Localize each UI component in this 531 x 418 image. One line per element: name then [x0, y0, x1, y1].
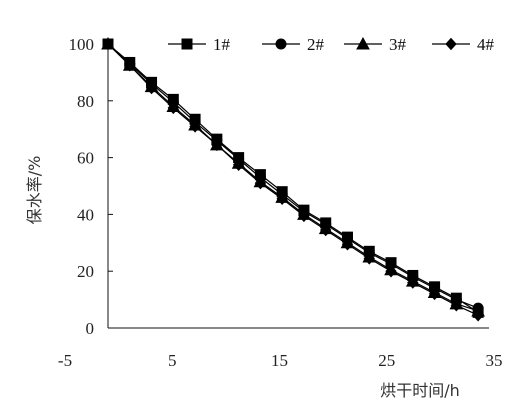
- series-layer: [101, 36, 485, 322]
- data-point-diamond: [363, 252, 375, 265]
- y-tick-label: 60: [77, 149, 94, 168]
- legend-label: 2#: [307, 35, 325, 54]
- data-point-diamond: [385, 264, 397, 278]
- data-point-diamond: [341, 237, 354, 251]
- series-line: [107, 43, 479, 309]
- data-point-diamond: [276, 192, 288, 206]
- x-axis-title: 烘干时间/h: [380, 381, 460, 400]
- data-point-diamond: [407, 276, 419, 289]
- legend: 1# 2# 3# 4#: [168, 35, 495, 54]
- data-point-diamond: [254, 176, 267, 190]
- data-point-diamond: [232, 158, 245, 171]
- y-tick-label: 40: [77, 205, 94, 224]
- data-point-diamond: [428, 287, 441, 301]
- axes: [107, 44, 489, 329]
- data-point-diamond: [298, 209, 310, 223]
- x-tick-label: -5: [58, 351, 72, 370]
- data-point-diamond: [102, 37, 114, 51]
- series-line: [107, 43, 479, 313]
- data-point-diamond: [167, 101, 179, 115]
- y-tick-label: 80: [77, 92, 94, 111]
- data-point-diamond: [320, 223, 332, 237]
- legend-item: 3#: [344, 35, 407, 54]
- series-line: [107, 43, 479, 312]
- series-4: [102, 37, 484, 322]
- x-tick-label: 35: [486, 351, 503, 370]
- data-point-diamond: [211, 138, 223, 152]
- legend-item: 2#: [262, 35, 325, 54]
- y-tick-label: 100: [69, 35, 95, 54]
- data-point-diamond: [450, 299, 463, 312]
- x-axis-ticks: -5 5 15 25 35: [58, 351, 503, 370]
- series-line: [107, 43, 479, 316]
- legend-item: 1#: [168, 35, 231, 54]
- legend-marker-triangle: [356, 36, 370, 50]
- data-point-diamond: [472, 308, 484, 322]
- legend-marker-circle: [275, 38, 287, 50]
- legend-marker-diamond: [445, 37, 457, 51]
- x-tick-label: 15: [271, 351, 288, 370]
- legend-label: 4#: [477, 35, 495, 54]
- series-3: [101, 36, 485, 317]
- series-2: [102, 38, 484, 314]
- y-axis-title: 保水率/%: [25, 156, 44, 225]
- data-point-diamond: [189, 120, 201, 133]
- legend-label: 1#: [213, 35, 231, 54]
- data-point-diamond: [124, 59, 136, 72]
- y-tick-label: 0: [86, 319, 95, 338]
- data-point-diamond: [145, 81, 158, 95]
- legend-label: 3#: [389, 35, 407, 54]
- legend-item: 4#: [432, 35, 495, 54]
- series-1: [102, 38, 484, 318]
- y-tick-label: 20: [77, 262, 94, 281]
- x-tick-label: 25: [378, 351, 395, 370]
- x-tick-label: 5: [168, 351, 177, 370]
- y-axis-ticks: 0 20 40 60 80 100: [69, 35, 113, 338]
- legend-marker-square: [181, 38, 193, 50]
